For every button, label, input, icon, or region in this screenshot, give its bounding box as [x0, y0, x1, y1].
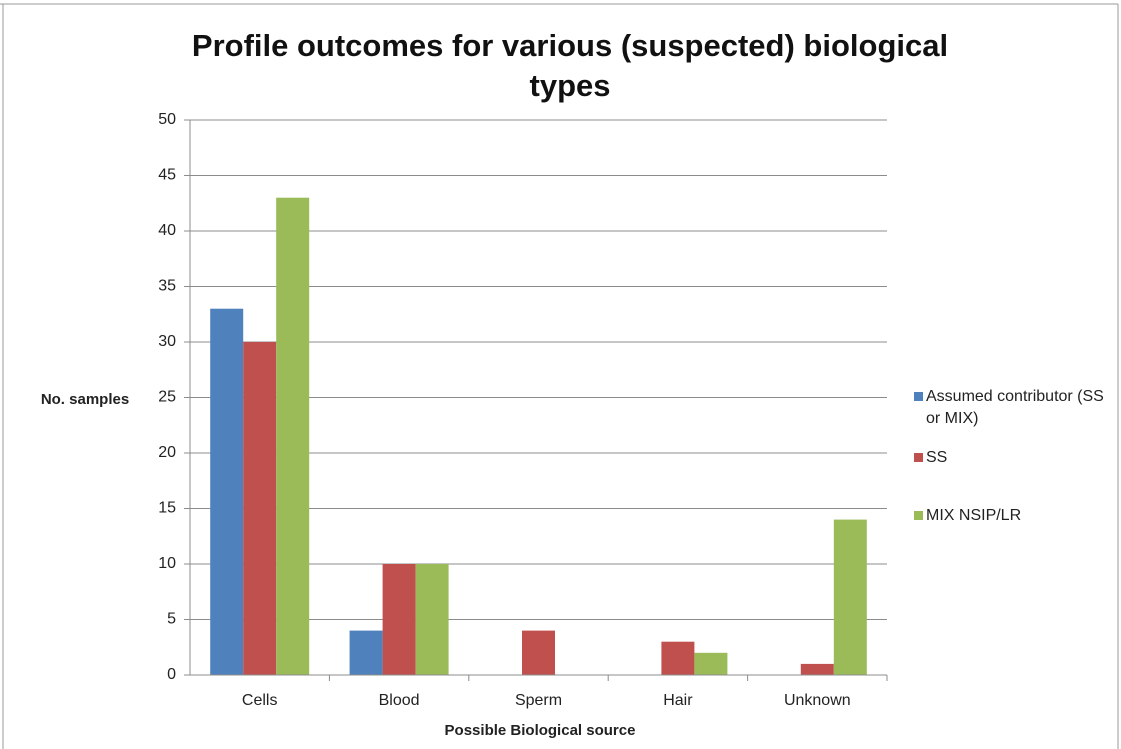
- legend-item: MIX NSIP/LR: [914, 505, 1116, 527]
- y-tick-label: 0: [167, 666, 176, 683]
- bar: [694, 652, 728, 675]
- y-tick-label: 45: [158, 167, 176, 184]
- y-tick-label: 20: [158, 444, 176, 461]
- legend-swatch: [914, 392, 923, 401]
- bar: [522, 630, 555, 675]
- y-tick-label: 25: [158, 389, 176, 406]
- legend-label: SS: [926, 449, 948, 466]
- chart-title: Profile outcomes for various (suspected)…: [191, 28, 949, 103]
- y-tick-label: 30: [158, 333, 176, 350]
- y-tick-label: 15: [158, 500, 176, 517]
- bar: [243, 342, 277, 675]
- legend-label: MIX NSIP/LR: [926, 507, 1022, 524]
- bar: [276, 197, 310, 675]
- bar: [382, 564, 416, 675]
- legend-label: Assumed contributor (SS or MIX): [926, 388, 1104, 427]
- y-tick-label: 10: [158, 555, 176, 572]
- bar: [833, 519, 867, 675]
- bar: [800, 663, 834, 675]
- x-tick-label: Blood: [379, 692, 420, 709]
- y-axis-label: No. samples: [41, 391, 129, 408]
- bar: [415, 564, 449, 675]
- y-tick-label: 40: [158, 222, 176, 239]
- legend-swatch: [914, 453, 923, 462]
- x-tick-label: Cells: [242, 692, 278, 709]
- legend-swatch: [914, 511, 923, 520]
- x-tick-label: Unknown: [784, 692, 851, 709]
- y-tick-label: 50: [158, 111, 176, 128]
- bar: [349, 630, 383, 675]
- y-tick-label: 35: [158, 278, 176, 295]
- legend-item: SS: [914, 447, 1116, 469]
- bar: [661, 641, 695, 675]
- bar: [210, 308, 244, 675]
- x-tick-label: Sperm: [515, 692, 562, 709]
- y-tick-label: 5: [167, 611, 176, 628]
- legend-item: Assumed contributor (SS or MIX): [914, 386, 1116, 430]
- x-axis-label: Possible Biological source: [445, 722, 636, 739]
- x-tick-label: Hair: [663, 692, 693, 709]
